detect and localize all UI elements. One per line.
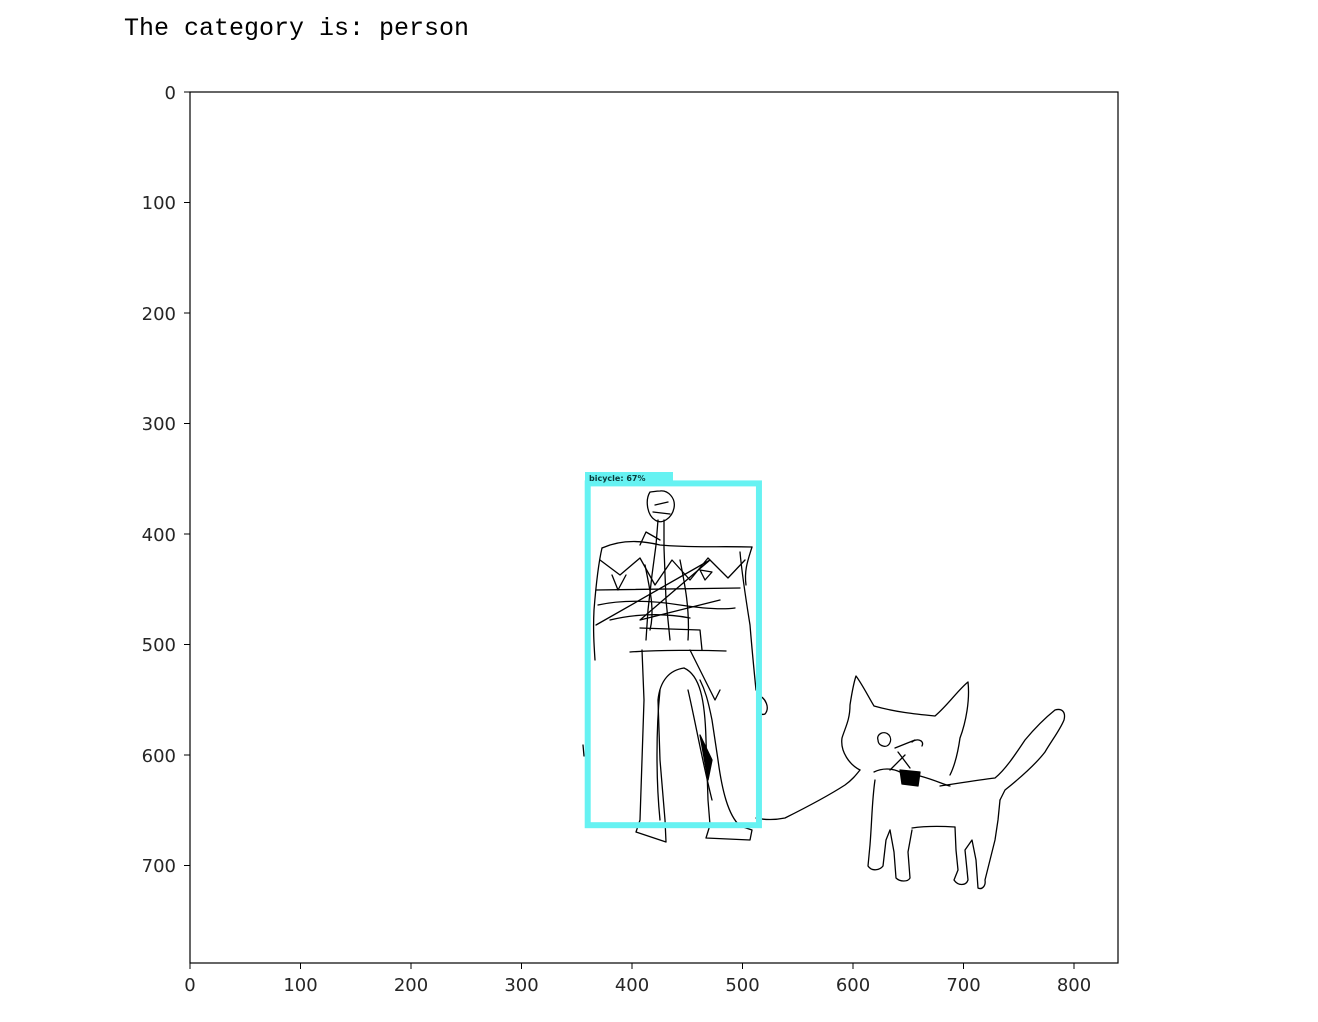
x-axis: 0 100 200 300 400 500 600 700 800 (184, 963, 1091, 996)
y-tick-label: 700 (142, 856, 176, 877)
category-value: person (379, 14, 470, 43)
detection-box: bicycle: 67% (584, 472, 762, 829)
x-tick-label: 300 (504, 975, 538, 996)
x-tick-label: 600 (836, 975, 870, 996)
y-tick-label: 400 (142, 525, 176, 546)
x-tick-label: 400 (615, 975, 649, 996)
x-tick-label: 100 (283, 975, 317, 996)
axes-frame (189, 91, 1119, 964)
y-tick-label: 100 (142, 193, 176, 214)
y-tick-label: 600 (142, 746, 176, 767)
category-prefix: The category is: (124, 14, 380, 43)
x-tick-label: 800 (1057, 975, 1091, 996)
y-tick-label: 500 (142, 635, 176, 656)
cat-sketch (841, 675, 1066, 890)
x-tick-label: 200 (394, 975, 428, 996)
detection-label: bicycle: 67% (589, 474, 645, 483)
detection-rect (584, 480, 762, 829)
x-tick-label: 0 (184, 975, 195, 996)
person-sketch (582, 490, 861, 843)
y-axis: 0 100 200 300 400 500 600 700 (142, 83, 190, 877)
x-tick-label: 700 (946, 975, 980, 996)
y-tick-label: 0 (165, 83, 176, 104)
y-tick-label: 200 (142, 304, 176, 325)
category-output: The category is: person (124, 14, 469, 43)
detection-label-bg (585, 472, 673, 484)
y-tick-label: 300 (142, 414, 176, 435)
x-tick-label: 500 (725, 975, 759, 996)
